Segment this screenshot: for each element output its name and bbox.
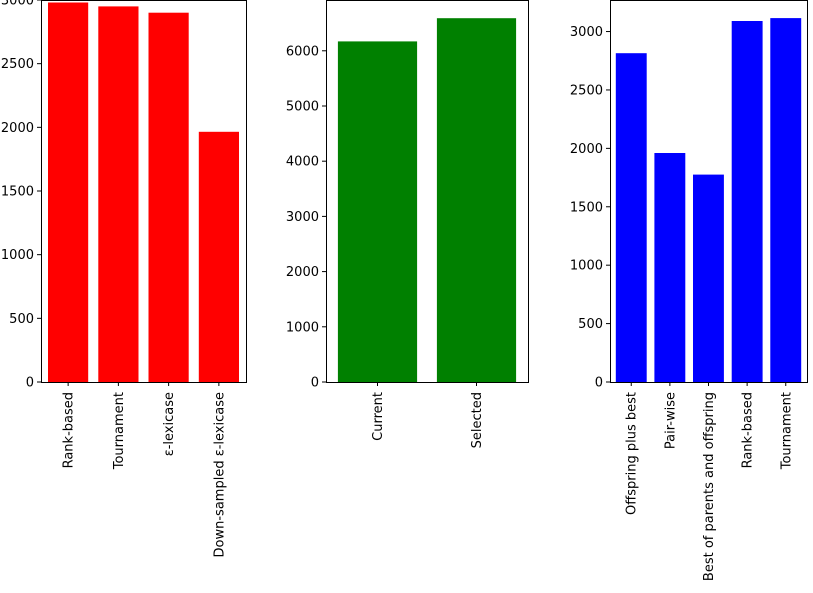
x-tick-label: Current: [371, 392, 386, 441]
bar-3-2: [654, 153, 686, 382]
chart-panel-1: 0 500 1000 1500 2000 2500 3000 Rank-based Tourna…: [1, 0, 247, 557]
bar-2-1: [337, 41, 418, 383]
axes-frame: [326, 0, 529, 383]
y-tick-label: 2000: [1, 121, 34, 136]
y-tick-label: 2000: [570, 142, 603, 157]
bar-1-3: [148, 12, 189, 382]
bar-2-2: [436, 18, 517, 382]
y-tick-label: 4000: [286, 155, 319, 170]
x-tick-label: Pair-wise: [663, 392, 678, 449]
y-tick-label: 3000: [1, 0, 34, 9]
y-tick-label: 6000: [286, 44, 319, 59]
y-tick-label: 2500: [570, 83, 603, 98]
y-tick-label: 1500: [1, 185, 34, 200]
y-tick-label: 1000: [570, 259, 603, 274]
y-tick-label: 1000: [286, 320, 319, 335]
y-tick-label: 1000: [1, 248, 34, 263]
x-tick-label: Best of parents and offspring: [702, 392, 717, 581]
x-tick-label: Rank-based: [62, 392, 77, 468]
chart-panel-2: 0 1000 2000 3000 4000 5000 6000 Current Selected: [286, 0, 529, 448]
x-tick-label: Tournament: [779, 392, 794, 470]
y-tick-label: 0: [26, 376, 34, 391]
bar-1-1: [48, 2, 89, 382]
x-tick-label: Down-sampled ε-lexicase: [212, 392, 227, 557]
y-tick-label: 2000: [286, 265, 319, 280]
y-tick-label: 0: [311, 376, 319, 391]
x-tick-label: ε-lexicase: [162, 392, 177, 456]
x-tick-label: Tournament: [112, 392, 127, 470]
bar-1-4: [198, 131, 239, 382]
axes-frame: [41, 0, 247, 383]
y-tick-label: 0: [595, 376, 603, 391]
chart-panel-3: 0 500 1000 1500 2000 2500 3000 Offspring plus b…: [570, 0, 808, 581]
y-tick-label: 500: [578, 317, 603, 332]
x-tick-label: Selected: [470, 392, 485, 448]
bar-3-3: [693, 174, 724, 382]
y-tick-label: 500: [9, 312, 34, 327]
bar-1-2: [98, 6, 139, 383]
y-tick-label: 3000: [570, 25, 603, 40]
x-tick-label: Rank-based: [741, 392, 756, 468]
y-tick-label: 2500: [1, 57, 34, 72]
bar-3-4: [731, 21, 763, 382]
y-tick-label: 1500: [570, 200, 603, 215]
y-tick-label: 5000: [286, 99, 319, 114]
x-tick-label: Offspring plus best: [625, 392, 640, 515]
y-tick-label: 3000: [286, 210, 319, 225]
bar-3-1: [615, 53, 647, 382]
bar-3-5: [770, 18, 802, 382]
